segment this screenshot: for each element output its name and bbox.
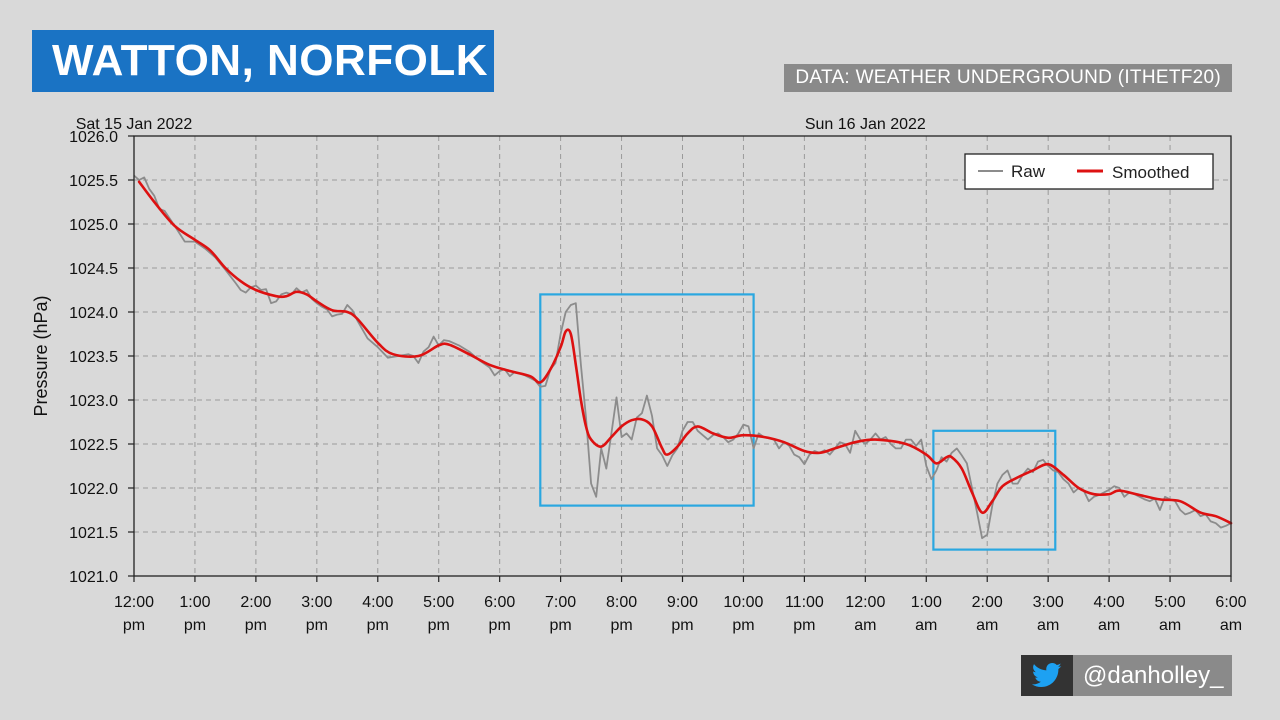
x-tick-label-ampm: am (854, 617, 876, 634)
x-tick-label-time: 4:00 (1094, 594, 1125, 611)
x-tick-label-time: 2:00 (240, 594, 271, 611)
twitter-handle: @danholley_ (1073, 655, 1232, 696)
x-tick-label-time: 9:00 (667, 594, 698, 611)
x-axis-ticks: 12:00 pm 1:00 pm 2:00 pm 3:00 pm 4:00 pm 5:00 pm 6:0… (114, 576, 1247, 634)
date-labels: Sat 15 Jan 2022 Sun 16 Jan 2022 (76, 116, 926, 133)
x-tick-label-ampm: pm (671, 617, 693, 634)
x-tick-label-time: 6:00 (1215, 594, 1246, 611)
grid-lines (134, 136, 1231, 576)
smoothed-line (137, 180, 1233, 525)
x-tick-label-time: 12:00 (114, 594, 154, 611)
x-tick-label-time: 1:00 (179, 594, 210, 611)
y-tick-label: 1022.5 (69, 437, 118, 454)
x-tick-label-ampm: pm (549, 617, 571, 634)
y-axis-label: Pressure (hPa) (31, 295, 51, 416)
highlight-boxes (539, 293, 1057, 551)
twitter-credit[interactable]: @danholley_ (1021, 655, 1232, 696)
x-tick-label-ampm: pm (184, 617, 206, 634)
date-label: Sun 16 Jan 2022 (805, 116, 926, 133)
x-tick-label-time: 4:00 (362, 594, 393, 611)
x-tick-label-ampm: pm (245, 617, 267, 634)
y-tick-label: 1022.0 (69, 481, 118, 498)
x-tick-label-ampm: pm (428, 617, 450, 634)
date-label: Sat 15 Jan 2022 (76, 116, 193, 133)
x-tick-label-ampm: am (1159, 617, 1181, 634)
x-tick-label-ampm: am (976, 617, 998, 634)
x-tick-label-time: 1:00 (911, 594, 942, 611)
data-source-label: DATA: WEATHER UNDERGROUND (ITHETF20) (784, 64, 1232, 92)
y-axis-ticks: 1021.0 1021.5 1022.0 1022.5 1023.0 1023.5 1024… (69, 129, 134, 586)
x-tick-label-time: 12:00 (845, 594, 885, 611)
x-tick-label-ampm: pm (306, 617, 328, 634)
x-tick-label-ampm: pm (367, 617, 389, 634)
y-tick-label: 1025.0 (69, 217, 118, 234)
legend-smoothed-label: Smoothed (1112, 163, 1190, 182)
y-tick-label: 1023.0 (69, 393, 118, 410)
x-tick-label-time: 11:00 (785, 594, 824, 611)
y-tick-label: 1023.5 (69, 349, 118, 366)
x-tick-label-time: 5:00 (423, 594, 454, 611)
legend: Raw Smoothed (964, 153, 1214, 190)
legend-raw-label: Raw (1011, 162, 1046, 181)
y-tick-label: 1021.5 (69, 525, 118, 542)
x-tick-label-time: 3:00 (301, 594, 332, 611)
twitter-bird-icon (1021, 655, 1073, 696)
x-tick-label-ampm: pm (123, 617, 145, 634)
y-tick-label: 1026.0 (69, 129, 118, 146)
x-tick-label-time: 2:00 (972, 594, 1003, 611)
highlight-box (932, 429, 1057, 551)
x-tick-label-time: 8:00 (606, 594, 637, 611)
x-tick-label-time: 6:00 (484, 594, 515, 611)
x-tick-label-ampm: am (1037, 617, 1059, 634)
x-tick-label-ampm: pm (732, 617, 754, 634)
x-tick-label-ampm: pm (610, 617, 632, 634)
highlight-box (539, 293, 755, 507)
x-tick-label-time: 5:00 (1154, 594, 1185, 611)
y-tick-label: 1021.0 (69, 569, 118, 586)
y-tick-label: 1024.5 (69, 261, 118, 278)
y-tick-label: 1024.0 (69, 305, 118, 322)
x-tick-label-time: 3:00 (1033, 594, 1064, 611)
smoothed-series (137, 180, 1233, 525)
x-tick-label-ampm: am (1098, 617, 1120, 634)
y-tick-label: 1025.5 (69, 173, 118, 190)
x-tick-label-time: 7:00 (545, 594, 576, 611)
x-tick-label-ampm: pm (489, 617, 511, 634)
x-tick-label-ampm: am (915, 617, 937, 634)
x-tick-label-ampm: pm (793, 617, 815, 634)
x-tick-label-time: 10:00 (723, 594, 763, 611)
x-tick-label-ampm: am (1220, 617, 1242, 634)
chart-title: WATTON, NORFOLK (32, 30, 494, 92)
